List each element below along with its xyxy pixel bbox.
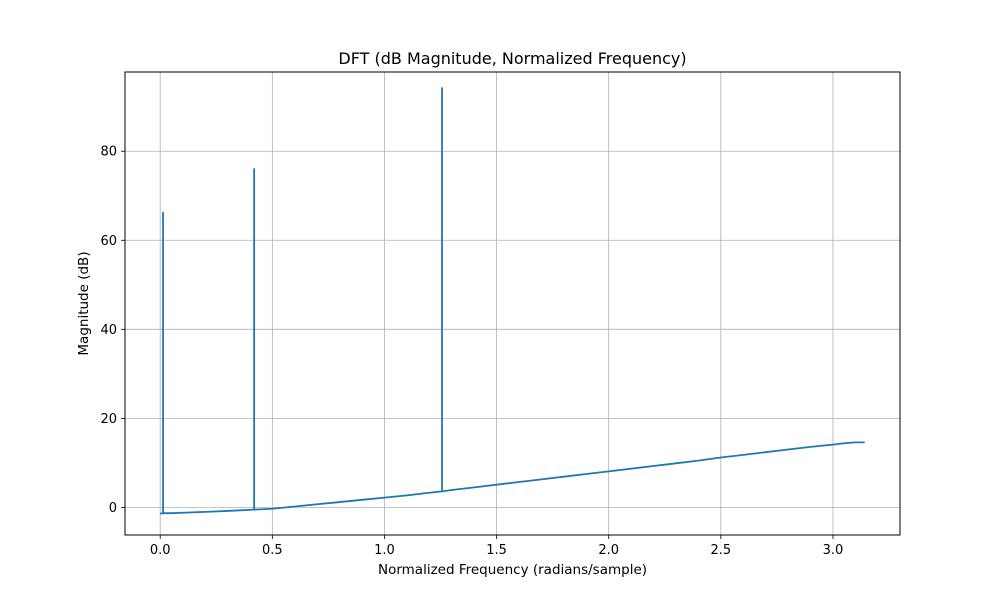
y-tick-label: 80: [100, 145, 117, 160]
x-tick-label: 2.0: [598, 543, 619, 558]
y-tick-label: 0: [109, 501, 117, 516]
y-tick-label: 60: [100, 234, 117, 249]
series-line: [160, 87, 865, 515]
x-tick-label: 1.5: [486, 543, 507, 558]
x-axis-ticks: 0.0 0.5 1.0 1.5 2.0 2.5 3.0: [150, 535, 843, 558]
y-tick-label: 20: [100, 412, 117, 427]
x-tick-label: 0.0: [150, 543, 171, 558]
x-axis-label: Normalized Frequency (radians/sample): [378, 562, 647, 578]
y-axis-ticks: 0 20 40 60 80: [100, 145, 125, 516]
plot-frame: [124, 71, 901, 536]
chart-title: DFT (dB Magnitude, Normalized Frequency): [338, 49, 686, 68]
x-tick-label: 1.0: [374, 543, 395, 558]
x-tick-label: 2.5: [710, 543, 731, 558]
series-layer: [160, 87, 865, 515]
x-tick-label: 3.0: [823, 543, 844, 558]
y-tick-label: 40: [100, 323, 117, 338]
y-axis-label: Magnitude (dB): [76, 251, 92, 355]
x-tick-label: 0.5: [262, 543, 283, 558]
